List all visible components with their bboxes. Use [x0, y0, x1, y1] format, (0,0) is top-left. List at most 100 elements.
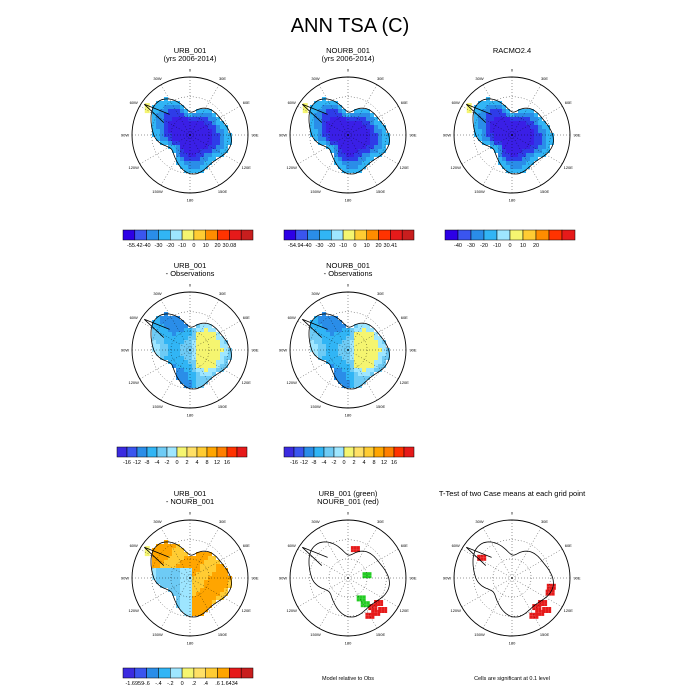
meridian [189, 134, 241, 165]
map-cell [482, 113, 486, 117]
map-cell [318, 129, 322, 133]
map-cell [362, 121, 366, 125]
panel-subtitle: NOURB_001 (red) [317, 497, 379, 506]
map-cell [322, 344, 326, 348]
longitude-label: 180 [187, 641, 194, 646]
panel-subtitle: - NOURB_001 [166, 497, 214, 506]
map-cell [208, 372, 212, 376]
map-cell [466, 103, 472, 114]
map-cell [542, 121, 546, 125]
panel-p3: RACMO2.4030E60E90E120E150E180150W120W90W… [443, 46, 581, 249]
map-cell [180, 165, 184, 169]
map-cell [184, 376, 188, 380]
map-cell [538, 141, 542, 145]
colorbar-swatch [217, 229, 230, 241]
map-cell [474, 113, 478, 117]
map-cell [534, 157, 538, 161]
map-cell [382, 360, 386, 364]
significant-cell [368, 572, 372, 576]
map-cell [172, 316, 176, 320]
map-cell [216, 145, 220, 149]
map-cell [530, 133, 534, 137]
map-cell [184, 564, 188, 568]
map-cell [164, 109, 168, 113]
map-cell [510, 165, 514, 169]
map-cell [184, 556, 188, 560]
map-cell [184, 380, 188, 384]
map-cell [216, 121, 220, 125]
significant-cell [552, 583, 556, 587]
map-cell [366, 149, 370, 153]
significant-cell [549, 586, 553, 590]
map-cell [318, 344, 322, 348]
map-cell [212, 336, 216, 340]
map-cell [196, 153, 200, 157]
map-cell [220, 576, 224, 580]
map-cell [382, 344, 386, 348]
map-cell [322, 352, 326, 356]
map-cell [494, 101, 498, 105]
map-cell [160, 113, 164, 117]
map-cell [354, 129, 358, 133]
significant-cell [371, 607, 375, 611]
map-cell [180, 344, 184, 348]
map-cell [192, 145, 196, 149]
map-cell [184, 360, 188, 364]
map-cell [478, 109, 482, 113]
map-cell [172, 328, 176, 332]
longitude-label: 90E [251, 348, 258, 353]
map-cell [482, 117, 486, 121]
map-cell [200, 560, 204, 564]
map-cell [310, 109, 314, 113]
longitude-label: 180 [509, 641, 516, 646]
longitude-label: 60W [130, 100, 138, 105]
map-cell [498, 125, 502, 129]
map-cell [196, 364, 200, 368]
map-cell [530, 109, 534, 113]
map-cell [212, 600, 216, 604]
map-cell [502, 157, 506, 161]
map-cell [204, 584, 208, 588]
map-cell [204, 153, 208, 157]
longitude-label: 150W [152, 189, 163, 194]
map-cell [382, 356, 386, 360]
latitude-circle [473, 96, 551, 174]
map-cell [518, 121, 522, 125]
meridian [189, 548, 241, 579]
map-cell [168, 129, 172, 133]
meridian [297, 349, 349, 380]
latitude-circle [170, 558, 210, 598]
map-cell [534, 141, 538, 145]
map-cell [156, 352, 160, 356]
map-cell [370, 364, 374, 368]
map-cell [546, 149, 550, 153]
map-cell [486, 137, 490, 141]
map-cell [498, 105, 502, 109]
map-p8 [477, 554, 556, 619]
map-cell [196, 129, 200, 133]
map-cell [486, 125, 490, 129]
map-cell [498, 109, 502, 113]
panel-subtitle: (yrs 2006-2014) [322, 54, 375, 63]
colorbar-swatch [170, 229, 183, 241]
map-cell [208, 580, 212, 584]
map-cell [330, 141, 334, 145]
map-cell [362, 149, 366, 153]
map-cell [514, 169, 518, 173]
map-cell [334, 153, 338, 157]
map-cell [510, 141, 514, 145]
significant-cell [535, 607, 539, 611]
map-cell [200, 380, 204, 384]
map-cell [366, 332, 370, 336]
map-cell [196, 157, 200, 161]
map-cell [334, 352, 338, 356]
map-cell [350, 129, 354, 133]
map-cell [346, 328, 350, 332]
map-cell [204, 336, 208, 340]
map-cell [334, 364, 338, 368]
map-cell [334, 149, 338, 153]
significant-cell [366, 601, 370, 605]
longitude-label: 30W [311, 291, 319, 296]
significant-cell [532, 607, 536, 611]
map-cell [204, 129, 208, 133]
